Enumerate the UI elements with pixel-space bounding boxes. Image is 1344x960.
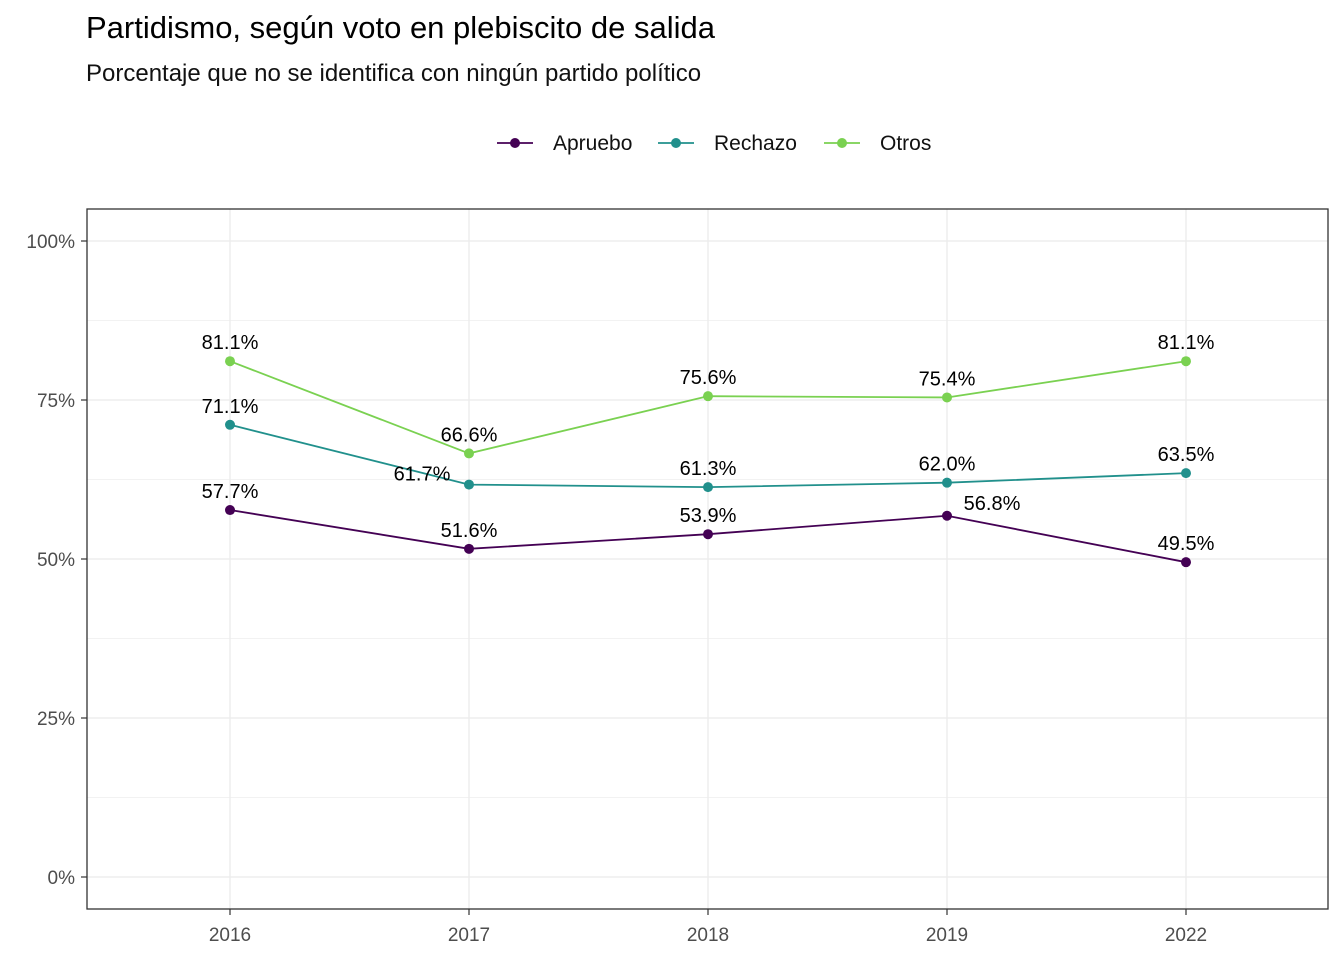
data-point-otros — [703, 391, 713, 402]
data-point-rechazo — [703, 482, 713, 493]
data-point-otros — [225, 356, 235, 367]
data-point-rechazo — [1181, 468, 1191, 479]
data-label-otros: 81.1% — [1158, 332, 1215, 354]
legend-key-point — [671, 138, 681, 148]
x-axis: 2016 2017 2018 2019 2022 — [209, 909, 1207, 946]
data-label-rechazo: 61.7% — [394, 464, 451, 486]
x-tick-label: 2022 — [1165, 925, 1207, 946]
data-point-rechazo — [225, 419, 235, 430]
data-label-apruebo: 56.8% — [964, 493, 1021, 515]
data-label-rechazo: 61.3% — [680, 458, 737, 480]
legend-item-apruebo: Apruebo — [497, 132, 632, 155]
data-label-otros: 81.1% — [202, 332, 259, 354]
data-label-otros: 75.6% — [680, 367, 737, 389]
data-point-apruebo — [703, 529, 713, 540]
data-point-otros — [1181, 356, 1191, 367]
legend-label: Otros — [880, 132, 931, 155]
legend: Apruebo Rechazo Otros — [497, 132, 931, 155]
data-point-apruebo — [464, 543, 474, 554]
data-point-rechazo — [942, 477, 952, 488]
data-point-otros — [942, 392, 952, 403]
major-gridlines — [87, 209, 1328, 909]
legend-item-otros: Otros — [824, 132, 931, 155]
x-tick-label: 2016 — [209, 925, 251, 946]
data-label-apruebo: 57.7% — [202, 481, 259, 503]
data-label-otros: 66.6% — [441, 424, 498, 446]
legend-key-point — [510, 138, 520, 148]
data-label-apruebo: 51.6% — [441, 520, 498, 542]
legend-key-point — [837, 138, 847, 148]
data-labels: 57.7% 51.6% 53.9% 56.8% 49.5% 71.1% 61.7% 61.3%… — [202, 332, 1215, 555]
data-label-otros: 75.4% — [919, 368, 976, 390]
data-point-apruebo — [225, 505, 235, 516]
data-point-apruebo — [942, 510, 952, 521]
x-tick-label: 2018 — [687, 925, 729, 946]
data-label-apruebo: 53.9% — [680, 505, 737, 527]
y-tick-label: 0% — [48, 868, 76, 889]
data-point-apruebo — [1181, 557, 1191, 568]
data-point-otros — [464, 448, 474, 459]
chart-title: Partidismo, según voto en plebiscito de … — [86, 10, 715, 45]
data-label-rechazo: 63.5% — [1158, 444, 1215, 466]
series-layer — [225, 356, 1191, 568]
data-point-rechazo — [464, 479, 474, 490]
y-tick-label: 100% — [26, 232, 75, 253]
y-tick-label: 75% — [37, 391, 75, 412]
legend-label: Rechazo — [714, 132, 797, 155]
legend-item-rechazo: Rechazo — [658, 132, 797, 155]
y-axis: 0% 25% 50% 75% 100% — [26, 232, 87, 889]
data-label-rechazo: 62.0% — [919, 454, 976, 476]
legend-label: Apruebo — [553, 132, 632, 155]
y-tick-label: 50% — [37, 550, 75, 571]
plot-panel-border — [86, 208, 1329, 910]
data-label-apruebo: 49.5% — [1158, 533, 1215, 555]
chart-subtitle: Porcentaje que no se identifica con ning… — [86, 60, 702, 87]
x-tick-label: 2019 — [926, 925, 968, 946]
data-label-rechazo: 71.1% — [202, 396, 259, 418]
x-tick-label: 2017 — [448, 925, 490, 946]
y-tick-label: 25% — [37, 709, 75, 730]
